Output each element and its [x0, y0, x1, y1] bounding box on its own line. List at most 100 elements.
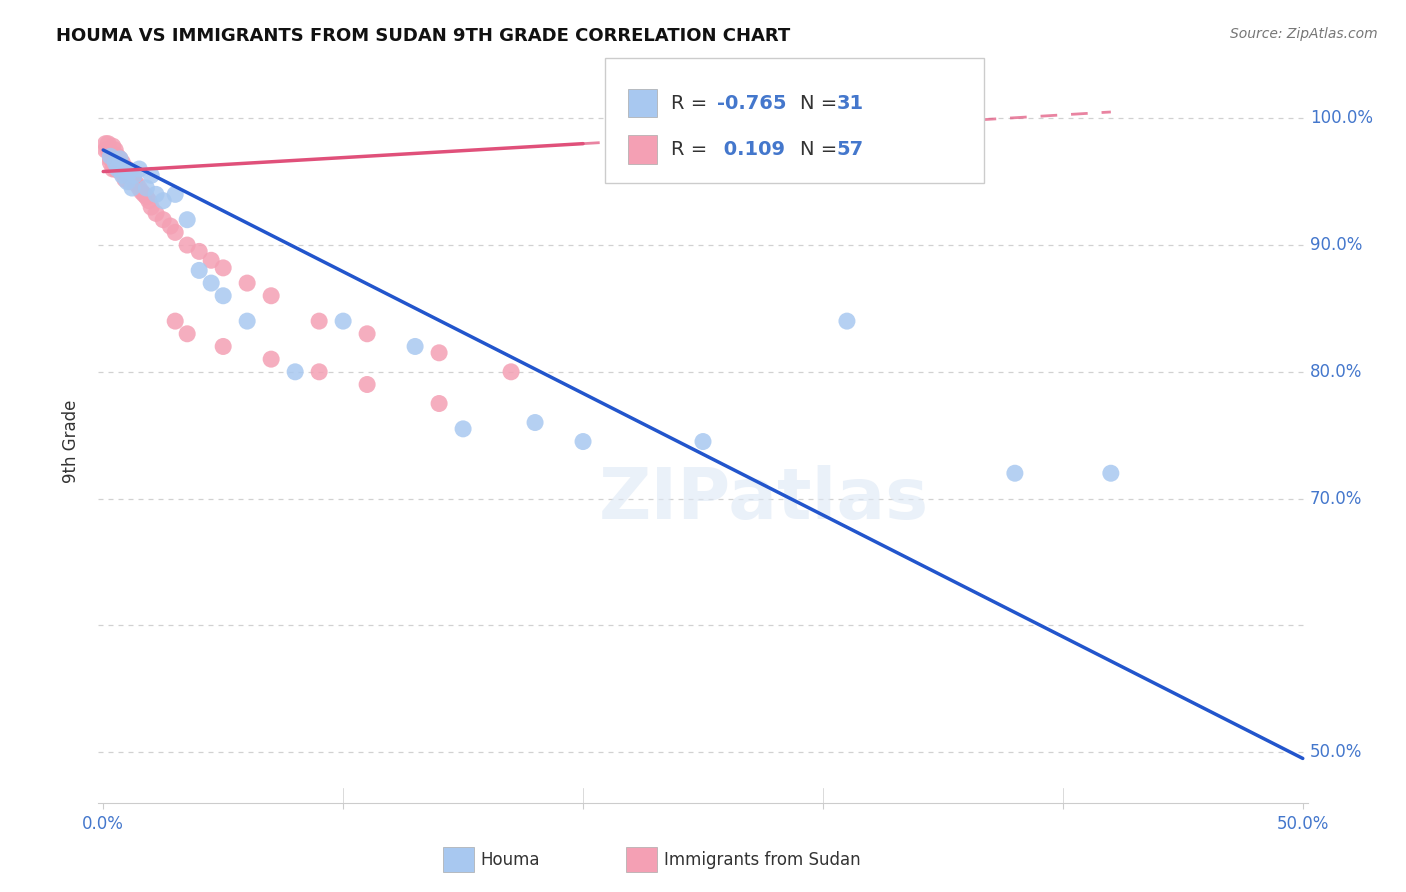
Point — [115, 161, 138, 176]
Point — [260, 352, 283, 367]
Point — [572, 434, 595, 449]
Point — [141, 169, 163, 183]
Text: 80.0%: 80.0% — [1310, 363, 1362, 381]
Point — [101, 152, 124, 166]
Text: Immigrants from Sudan: Immigrants from Sudan — [664, 851, 860, 869]
Point — [427, 396, 450, 410]
Point — [94, 143, 117, 157]
Point — [356, 326, 378, 341]
Point — [138, 194, 160, 208]
Point — [356, 377, 378, 392]
Point — [200, 253, 222, 268]
Text: N =: N = — [800, 94, 844, 112]
Point — [135, 190, 157, 204]
Point — [97, 143, 120, 157]
Point — [114, 164, 136, 178]
Point — [212, 260, 235, 275]
Point — [101, 161, 124, 176]
Point — [188, 263, 211, 277]
Point — [108, 152, 131, 166]
Text: N =: N = — [800, 140, 844, 159]
Point — [131, 185, 153, 199]
Point — [135, 181, 157, 195]
Text: 31: 31 — [837, 94, 863, 112]
Point — [104, 155, 127, 169]
Point — [145, 187, 167, 202]
Point — [132, 187, 155, 202]
Point — [236, 276, 259, 290]
Point — [108, 160, 131, 174]
Point — [124, 175, 146, 189]
Point — [176, 326, 198, 341]
Point — [152, 212, 174, 227]
Text: 70.0%: 70.0% — [1310, 490, 1362, 508]
Point — [152, 194, 174, 208]
Text: Source: ZipAtlas.com: Source: ZipAtlas.com — [1230, 27, 1378, 41]
Point — [128, 161, 150, 176]
Point — [107, 161, 129, 176]
Text: 90.0%: 90.0% — [1310, 236, 1362, 254]
Point — [332, 314, 354, 328]
Point — [111, 161, 134, 176]
Point — [125, 178, 148, 192]
Text: 50.0%: 50.0% — [1310, 743, 1362, 761]
Point — [97, 136, 120, 151]
Point — [118, 164, 141, 178]
Point — [124, 169, 146, 183]
Text: ZIPatlas: ZIPatlas — [599, 465, 928, 533]
Point — [121, 181, 143, 195]
Point — [165, 314, 187, 328]
Point — [236, 314, 259, 328]
Point — [104, 161, 127, 176]
Point — [427, 346, 450, 360]
Point — [101, 139, 124, 153]
Point — [524, 416, 547, 430]
Point — [141, 200, 163, 214]
Point — [200, 276, 222, 290]
Point — [165, 187, 187, 202]
Point — [451, 422, 474, 436]
Point — [308, 365, 330, 379]
Point — [111, 155, 134, 169]
Point — [499, 365, 522, 379]
Point — [104, 143, 127, 157]
Text: 100.0%: 100.0% — [1310, 110, 1374, 128]
Point — [1004, 467, 1026, 481]
Point — [212, 289, 235, 303]
Point — [101, 146, 124, 161]
Point — [118, 164, 141, 178]
Point — [188, 244, 211, 259]
Point — [308, 314, 330, 328]
Point — [100, 146, 122, 161]
Text: 0.109: 0.109 — [717, 140, 785, 159]
Text: R =: R = — [671, 140, 713, 159]
Point — [100, 149, 122, 163]
Point — [260, 289, 283, 303]
Point — [114, 172, 136, 186]
Point — [404, 339, 426, 353]
Point — [284, 365, 307, 379]
Point — [835, 314, 858, 328]
Point — [94, 136, 117, 151]
Point — [108, 152, 131, 166]
Point — [104, 155, 127, 169]
Point — [1099, 467, 1122, 481]
Point — [111, 169, 134, 183]
Point — [108, 164, 131, 178]
Point — [118, 175, 141, 189]
Point — [121, 169, 143, 183]
Point — [176, 212, 198, 227]
Point — [692, 434, 714, 449]
Text: Houma: Houma — [481, 851, 540, 869]
Point — [128, 181, 150, 195]
Point — [115, 169, 138, 183]
Point — [100, 155, 122, 169]
Point — [159, 219, 181, 233]
Point — [114, 161, 136, 176]
Point — [145, 206, 167, 220]
Point — [165, 226, 187, 240]
Point — [107, 160, 129, 174]
Text: -0.765: -0.765 — [717, 94, 786, 112]
Point — [100, 152, 122, 166]
Point — [176, 238, 198, 252]
